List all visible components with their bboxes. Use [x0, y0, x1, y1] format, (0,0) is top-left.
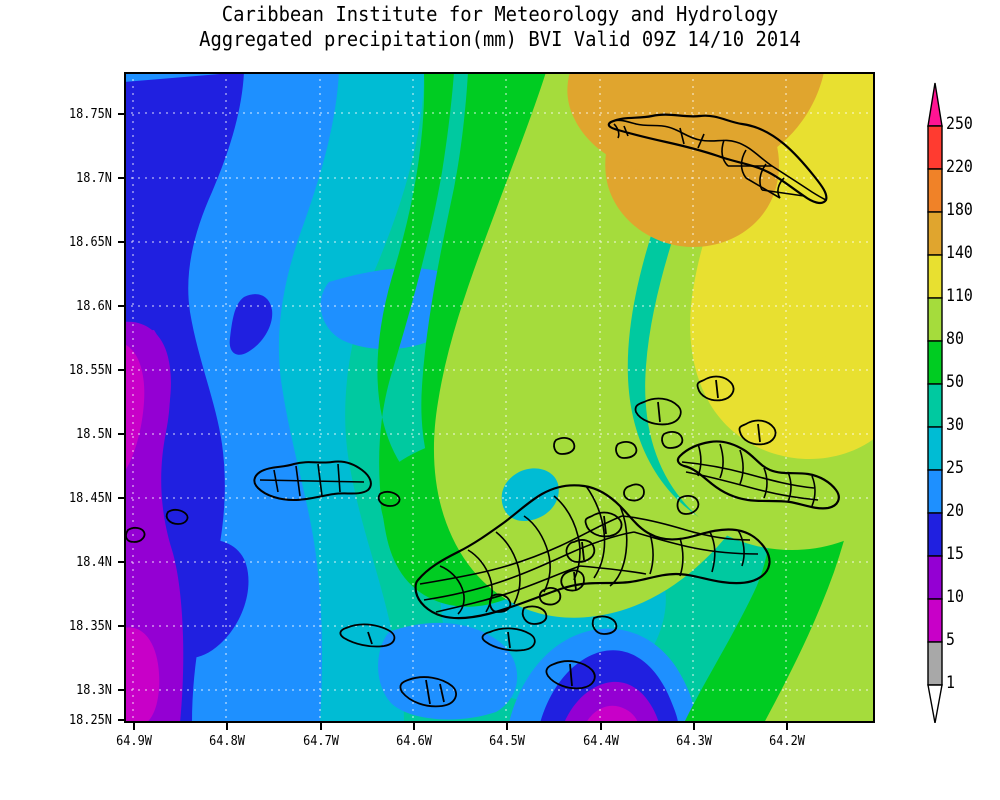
ytick-label-18.45N: 18.45N [68, 490, 112, 506]
xtick-label-64.2W: 64.2W [769, 733, 805, 749]
band-10-15-bottom-core [564, 681, 658, 723]
islets-north-virgin-gorda [553, 375, 777, 515]
xtick-label-64.9W: 64.9W [116, 733, 152, 749]
ytick-mark-4 [118, 369, 125, 371]
islets-southeast [538, 483, 645, 606]
colorbar-label-140: 140 [946, 243, 973, 262]
title-line-product: Aggregated precipitation(mm) BVI Valid 0… [199, 27, 801, 51]
colorbar-band-50 [927, 383, 943, 428]
ytick-label-18.75N: 18.75N [68, 106, 112, 122]
colorbar-under-arrow [927, 684, 943, 723]
colorbar-band-140 [927, 254, 943, 299]
colorbar-label-10: 10 [946, 587, 964, 606]
ytick-label-18.65N: 18.65N [68, 234, 112, 250]
colorbar-label-25: 25 [946, 458, 964, 477]
ytick-mark-1 [118, 177, 125, 179]
xtick-mark-7 [786, 723, 788, 730]
band-5-10-bottom-core [586, 705, 638, 723]
colorbar-label-250: 250 [946, 114, 973, 133]
map-plot-area[interactable] [124, 72, 875, 723]
colorbar-label-220: 220 [946, 157, 973, 176]
contour-map-svg [124, 72, 875, 723]
colorbar-svg [927, 82, 943, 723]
band-5-10 [124, 344, 145, 472]
colorbar-label-1: 1 [946, 673, 955, 692]
colorbar-band-220 [927, 168, 943, 213]
ytick-label-18.7N: 18.7N [76, 170, 112, 186]
ytick-mark-5 [118, 433, 125, 435]
colorbar-label-15: 15 [946, 544, 964, 563]
xtick-mark-3 [413, 723, 415, 730]
colorbar-band-15 [927, 555, 943, 600]
ytick-mark-10 [118, 719, 125, 721]
ytick-mark-2 [118, 241, 125, 243]
xtick-mark-0 [133, 723, 135, 730]
xtick-label-64.7W: 64.7W [303, 733, 339, 749]
xtick-label-64.5W: 64.5W [489, 733, 525, 749]
island-jost-van-dyke [125, 460, 401, 543]
xtick-label-64.6W: 64.6W [396, 733, 432, 749]
ytick-label-18.35N: 18.35N [68, 618, 112, 634]
colorbar-band-110 [927, 297, 943, 342]
ytick-label-18.5N: 18.5N [76, 426, 112, 442]
island-anegada [607, 113, 828, 205]
ytick-mark-3 [118, 305, 125, 307]
xtick-label-64.8W: 64.8W [209, 733, 245, 749]
band-140-180-top [567, 72, 824, 178]
colorbar[interactable]: 250 220 180 140 110 80 50 30 25 20 15 10… [924, 78, 1000, 723]
xtick-mark-2 [320, 723, 322, 730]
colorbar-band-80 [927, 340, 943, 385]
colorbar-band-20 [927, 512, 943, 557]
title-line-institute: Caribbean Institute for Meteorology and … [221, 2, 779, 26]
band-110-140-lobe [764, 330, 875, 432]
ytick-mark-8 [118, 625, 125, 627]
colorbar-band-25 [927, 469, 943, 514]
colorbar-over-arrow [927, 82, 943, 127]
band-5-10-lower [124, 627, 160, 723]
band-15-20-small-blob [229, 294, 273, 355]
band-50-80 [377, 72, 576, 607]
islets-peter-norman [339, 593, 618, 708]
colorbar-label-20: 20 [946, 501, 964, 520]
xtick-mark-1 [226, 723, 228, 730]
colorbar-band-10 [927, 598, 943, 643]
ytick-mark-0 [118, 113, 125, 115]
ytick-mark-6 [118, 497, 125, 499]
colorbar-band-5 [927, 641, 943, 686]
island-tortola [414, 484, 771, 620]
colorbar-band-250 [927, 125, 943, 170]
xtick-mark-6 [693, 723, 695, 730]
band-15-20-south [164, 538, 249, 658]
colorbar-label-80: 80 [946, 329, 964, 348]
ytick-label-18.6N: 18.6N [76, 298, 112, 314]
ytick-mark-9 [118, 689, 125, 691]
xtick-label-64.4W: 64.4W [583, 733, 619, 749]
colorbar-label-110: 110 [946, 286, 973, 305]
ytick-label-18.4N: 18.4N [76, 554, 112, 570]
colorbar-label-180: 180 [946, 200, 973, 219]
colorbar-bands [927, 82, 943, 723]
xtick-label-64.3W: 64.3W [676, 733, 712, 749]
band-80-110 [433, 72, 875, 723]
band-25-30-eye [501, 468, 559, 522]
figure-title: Caribbean Institute for Meteorology and … [0, 2, 1000, 52]
xtick-mark-4 [506, 723, 508, 730]
colorbar-label-30: 30 [946, 415, 964, 434]
xtick-mark-5 [600, 723, 602, 730]
band-110-140-speck [833, 408, 861, 436]
ytick-mark-7 [118, 561, 125, 563]
island-virgin-gorda [676, 440, 840, 510]
island-coastlines [125, 113, 840, 708]
colorbar-band-180 [927, 211, 943, 256]
colorbar-label-50: 50 [946, 372, 964, 391]
ytick-label-18.3N: 18.3N [76, 682, 112, 698]
ytick-label-18.25N: 18.25N [68, 712, 112, 728]
colorbar-band-30 [927, 426, 943, 471]
colorbar-label-5: 5 [946, 630, 955, 649]
ytick-label-18.55N: 18.55N [68, 362, 112, 378]
